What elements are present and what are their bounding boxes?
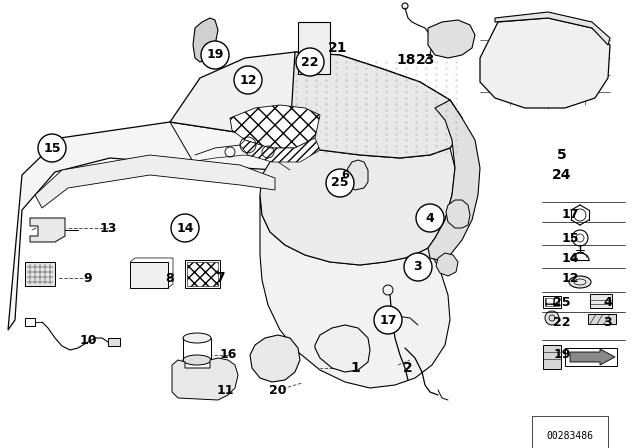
Polygon shape: [193, 18, 218, 62]
Circle shape: [171, 214, 199, 242]
Bar: [545, 298, 559, 306]
Circle shape: [296, 48, 324, 76]
Text: 12: 12: [239, 73, 257, 86]
Text: 6: 6: [341, 170, 349, 180]
Text: 7: 7: [215, 271, 225, 285]
Text: 11: 11: [216, 383, 234, 396]
Text: 4: 4: [426, 211, 435, 224]
Text: 25: 25: [553, 296, 571, 309]
Text: 15: 15: [44, 142, 61, 155]
Bar: [543, 296, 561, 308]
Polygon shape: [250, 335, 300, 382]
Polygon shape: [436, 253, 458, 276]
Text: 14: 14: [176, 221, 194, 234]
Text: 19: 19: [554, 349, 571, 362]
Bar: [25, 318, 35, 326]
Text: 14: 14: [561, 251, 579, 264]
Bar: [108, 338, 120, 346]
Ellipse shape: [569, 276, 591, 288]
Polygon shape: [285, 52, 462, 158]
Circle shape: [342, 348, 346, 352]
Polygon shape: [345, 160, 368, 190]
Circle shape: [201, 41, 229, 69]
Text: 13: 13: [99, 221, 116, 234]
Ellipse shape: [183, 333, 211, 343]
Text: 10: 10: [79, 333, 97, 346]
Text: 3: 3: [604, 315, 612, 328]
Text: 00283486: 00283486: [547, 431, 593, 441]
Text: 19: 19: [206, 48, 224, 61]
Bar: [25, 262, 55, 286]
Polygon shape: [428, 100, 480, 260]
Text: 22: 22: [553, 315, 571, 328]
Circle shape: [545, 311, 559, 325]
Text: 16: 16: [220, 349, 237, 362]
Bar: [543, 345, 561, 369]
Circle shape: [326, 169, 354, 197]
Text: 15: 15: [561, 232, 579, 245]
Text: 5: 5: [557, 148, 567, 162]
Text: 2: 2: [403, 361, 413, 375]
Text: 12: 12: [561, 271, 579, 284]
Polygon shape: [428, 20, 475, 58]
Polygon shape: [8, 122, 290, 330]
Polygon shape: [260, 148, 455, 265]
Polygon shape: [446, 200, 470, 228]
Text: 4: 4: [604, 296, 612, 309]
Text: 3: 3: [413, 260, 422, 273]
Bar: [187, 262, 218, 286]
Polygon shape: [260, 195, 450, 388]
Text: 18: 18: [396, 53, 416, 67]
Circle shape: [374, 306, 402, 334]
Bar: [565, 348, 617, 366]
Bar: [298, 22, 330, 74]
Polygon shape: [30, 218, 65, 242]
Polygon shape: [240, 138, 320, 162]
Polygon shape: [495, 12, 610, 45]
Circle shape: [234, 66, 262, 94]
Text: 9: 9: [84, 271, 92, 284]
Circle shape: [38, 134, 66, 162]
Text: 21: 21: [328, 41, 348, 55]
Text: 23: 23: [416, 53, 436, 67]
Bar: [185, 260, 220, 288]
Text: 24: 24: [552, 168, 572, 182]
Polygon shape: [570, 349, 615, 365]
Polygon shape: [172, 358, 238, 400]
Text: 22: 22: [301, 56, 319, 69]
Ellipse shape: [183, 355, 211, 365]
Polygon shape: [170, 52, 462, 158]
Bar: [130, 262, 168, 288]
Circle shape: [404, 253, 432, 281]
Circle shape: [416, 204, 444, 232]
Bar: [590, 294, 612, 308]
Text: 25: 25: [332, 177, 349, 190]
Text: 20: 20: [269, 383, 287, 396]
Bar: [588, 314, 616, 324]
Text: 1: 1: [350, 361, 360, 375]
Polygon shape: [315, 325, 370, 372]
Polygon shape: [480, 18, 610, 108]
Text: 17: 17: [561, 208, 579, 221]
Text: 8: 8: [166, 271, 174, 284]
Polygon shape: [35, 155, 275, 208]
Polygon shape: [230, 105, 320, 148]
Text: 17: 17: [380, 314, 397, 327]
